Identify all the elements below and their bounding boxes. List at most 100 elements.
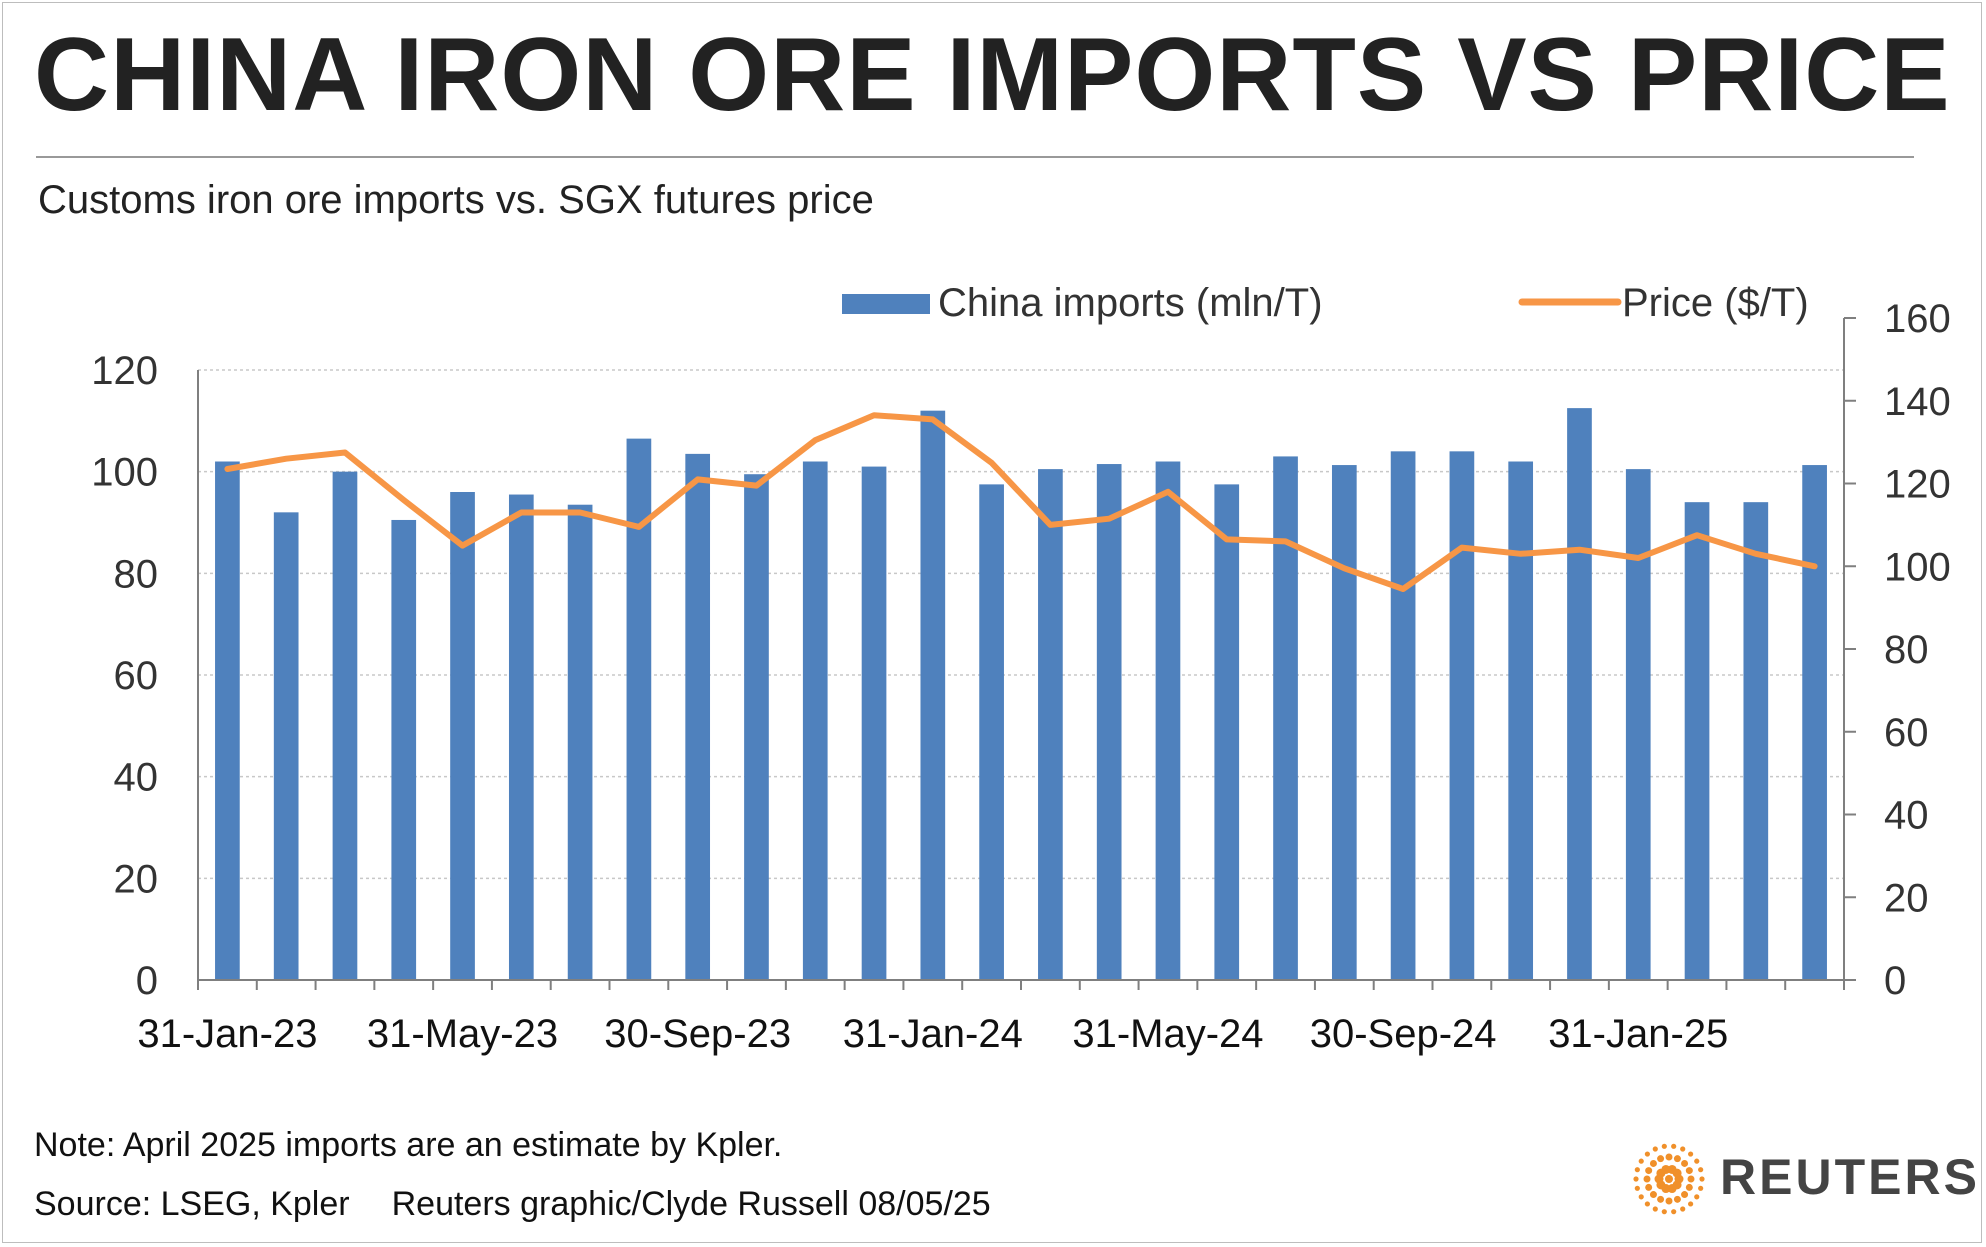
- bar-imports: [861, 466, 887, 980]
- price-series-line: [224, 412, 1818, 592]
- logo-dot: [1694, 1194, 1700, 1200]
- bar-imports: [685, 453, 711, 980]
- bars-imports: [215, 408, 1827, 981]
- logo-dot: [1652, 1206, 1658, 1212]
- logo-dot: [1698, 1185, 1704, 1191]
- logo-dot: [1644, 1151, 1650, 1157]
- logo-dot: [1661, 1143, 1667, 1149]
- y-left-tick-label: 20: [114, 857, 159, 901]
- y-left-tick-label: 100: [91, 451, 158, 495]
- bar-imports: [1390, 451, 1416, 980]
- logo-dot: [1638, 1194, 1644, 1200]
- logo-dot: [1681, 1159, 1689, 1167]
- logo-dot: [1665, 1175, 1673, 1183]
- logo-dot: [1649, 1191, 1657, 1199]
- line-price: [224, 412, 1818, 592]
- bar-imports: [273, 512, 299, 980]
- y-right-tick-label: 40: [1884, 794, 1929, 838]
- logo-dot: [1643, 1175, 1651, 1183]
- logo-dot: [1652, 1146, 1658, 1152]
- bar-imports: [1273, 456, 1298, 981]
- logo-dot: [1680, 1206, 1686, 1212]
- logo-dot: [1665, 1153, 1673, 1161]
- logo-dot: [1634, 1185, 1640, 1191]
- logo-dot: [1633, 1176, 1639, 1182]
- bar-imports: [1096, 464, 1122, 981]
- source-text: Source: LSEG, Kpler: [34, 1185, 350, 1223]
- logo-dot: [1661, 1209, 1667, 1215]
- logo-dot: [1661, 1164, 1671, 1174]
- logo-dot: [1698, 1167, 1704, 1173]
- logo-dot: [1672, 1168, 1682, 1178]
- credit-text: Reuters graphic/Clyde Russell 08/05/25: [391, 1185, 991, 1223]
- legend-label-price: Price ($/T): [1622, 281, 1809, 325]
- bar-imports: [802, 461, 828, 980]
- footnote: Note: April 2025 imports are an estimate…: [34, 1126, 783, 1164]
- x-tick-label: 31-Jan-23: [137, 1012, 317, 1056]
- y-right-tick-label: 140: [1884, 380, 1951, 424]
- logo-dot: [1657, 1195, 1665, 1203]
- title-divider: [36, 156, 1914, 158]
- logo-dot: [1685, 1183, 1693, 1191]
- logo-dot: [1685, 1167, 1693, 1175]
- bar-imports: [1331, 465, 1357, 980]
- legend-swatch-imports: [842, 294, 930, 314]
- logo-dot: [1649, 1159, 1657, 1167]
- logo-dot: [1699, 1176, 1705, 1182]
- legend: China imports (mln/T) Price ($/T): [842, 281, 1809, 325]
- bar-imports: [1743, 502, 1769, 980]
- bar-imports: [979, 484, 1004, 980]
- y-left-tick-label: 60: [114, 654, 159, 698]
- logo-dot: [1671, 1143, 1677, 1149]
- bar-imports: [1449, 451, 1475, 980]
- logo-dot: [1681, 1191, 1689, 1199]
- bar-imports: [332, 471, 358, 980]
- logo-dot: [1688, 1201, 1694, 1207]
- logo-dot: [1673, 1155, 1681, 1163]
- logo-dot: [1645, 1183, 1653, 1191]
- y-right-tick-label: 80: [1884, 628, 1929, 672]
- logo-dot: [1644, 1201, 1650, 1207]
- bar-imports: [1508, 461, 1534, 980]
- logo-dot: [1645, 1167, 1653, 1175]
- bar-imports: [215, 461, 240, 980]
- bar-imports: [1214, 484, 1240, 980]
- bar-imports: [920, 410, 946, 981]
- logo-dot: [1671, 1209, 1677, 1215]
- logo-dot: [1667, 1184, 1677, 1194]
- gridlines: [198, 369, 1844, 880]
- y-right-tick-label: 60: [1884, 711, 1929, 755]
- logo-dot: [1673, 1195, 1681, 1203]
- logo-dot: [1687, 1175, 1695, 1183]
- bar-imports: [1684, 502, 1710, 980]
- logo-dot: [1694, 1158, 1700, 1164]
- y-right-tick-label: 100: [1884, 545, 1951, 589]
- bar-imports: [1038, 469, 1063, 980]
- x-tick-label: 31-May-23: [367, 1012, 558, 1056]
- bar-imports: [508, 494, 534, 980]
- source-line: Source: LSEG, Kpler Reuters graphic/Clyde…: [34, 1185, 991, 1224]
- bar-imports: [744, 474, 769, 980]
- y-right-tick-label: 20: [1884, 876, 1929, 920]
- y-right-tick-label: 160: [1884, 297, 1951, 341]
- legend-label-imports: China imports (mln/T): [938, 281, 1323, 325]
- y-left-tick-label: 0: [136, 959, 158, 1003]
- y-left-tick-label: 40: [114, 756, 159, 800]
- x-tick-label: 31-Jan-25: [1548, 1012, 1728, 1056]
- logo-dot: [1638, 1158, 1644, 1164]
- y-left-tick-label: 80: [114, 552, 159, 596]
- logo-dot: [1688, 1151, 1694, 1157]
- x-tick-label: 30-Sep-23: [604, 1012, 791, 1056]
- axes: 0 20 40 60 80 100 120 0 20 40 60 80 100 120 140 160 31-J…: [91, 297, 1951, 1056]
- bar-imports: [567, 504, 593, 980]
- bar-imports: [1155, 461, 1181, 980]
- logo-dot: [1665, 1197, 1673, 1205]
- x-tick-label: 31-May-24: [1072, 1012, 1263, 1056]
- x-tick-label: 31-Jan-24: [843, 1012, 1023, 1056]
- y-right-tick-label: 0: [1884, 959, 1906, 1003]
- bar-imports: [391, 519, 417, 980]
- logo-dot: [1634, 1167, 1640, 1173]
- page-title: CHINA IRON ORE IMPORTS VS PRICE: [34, 17, 1951, 133]
- logo-dot: [1680, 1146, 1686, 1152]
